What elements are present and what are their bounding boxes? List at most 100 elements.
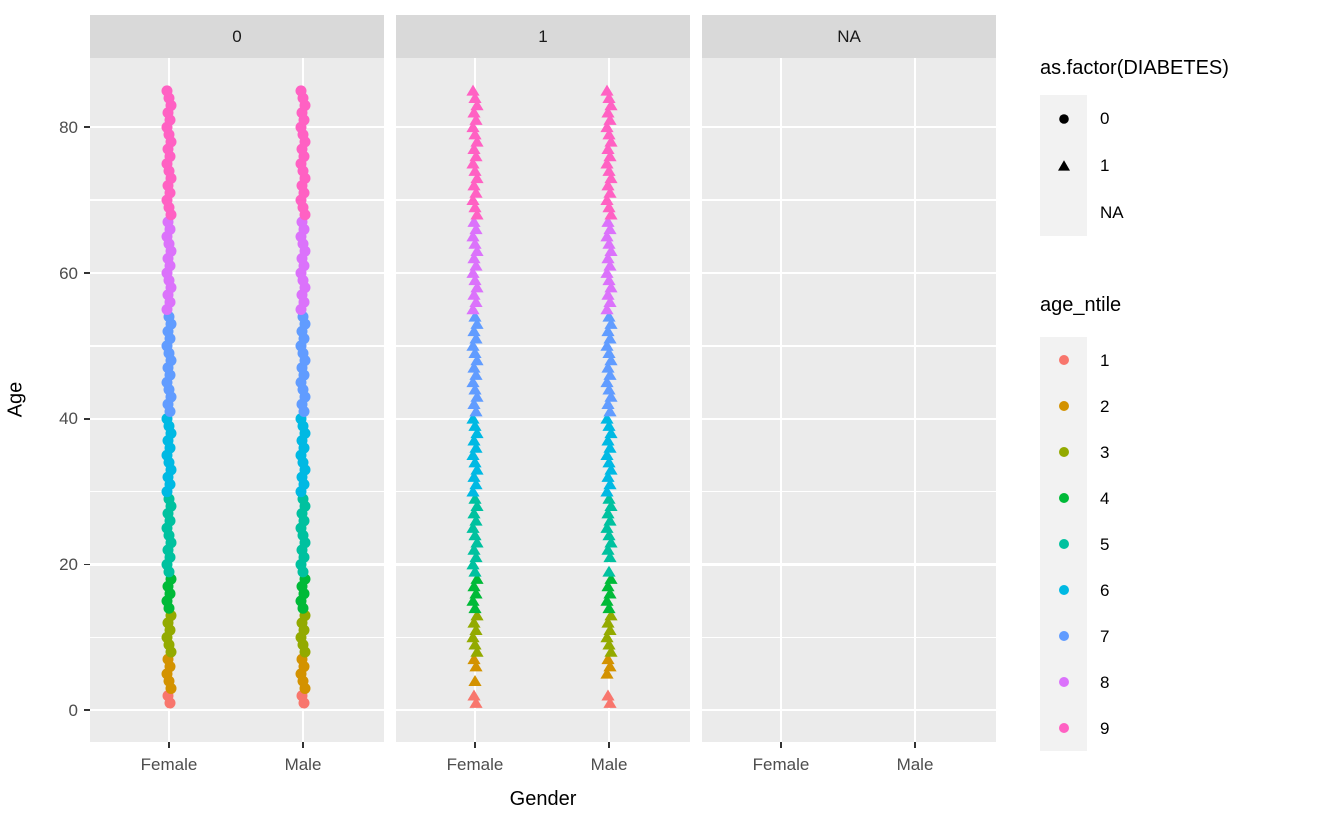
data-point (602, 128, 616, 140)
data-point (602, 602, 616, 614)
x-tick-0-male (302, 742, 304, 748)
diabetes-legend-key-NA (1040, 189, 1087, 236)
data-point (470, 244, 484, 256)
gridline-minor-y30 (396, 490, 690, 493)
y-tick-40 (84, 417, 90, 420)
gridline-major-y40 (396, 417, 690, 420)
data-point (466, 521, 480, 533)
age-ntile-legend-label-1: 1 (1100, 350, 1110, 370)
data-point (468, 383, 482, 395)
data-point (604, 99, 618, 111)
color-dot-icon (1058, 493, 1069, 503)
data-point (470, 135, 484, 147)
data-point (466, 412, 480, 424)
data-point (603, 296, 617, 307)
data-point (600, 230, 614, 242)
age-ntile-legend-label-6: 6 (1100, 580, 1110, 600)
data-point (466, 303, 480, 315)
gridline-minor-y30 (702, 490, 996, 493)
data-point (600, 412, 614, 424)
x-tick-0-female (168, 742, 170, 748)
data-point (600, 157, 614, 169)
data-point (466, 230, 480, 242)
data-point (603, 368, 617, 380)
data-point (604, 281, 618, 293)
data-point (603, 478, 617, 490)
data-point (470, 572, 484, 584)
color-dot-icon (1058, 355, 1069, 365)
diabetes-legend-key-1 (1040, 142, 1087, 189)
y-tick-60 (84, 272, 90, 274)
color-dot-icon (1058, 677, 1069, 687)
data-point (603, 332, 617, 344)
data-point (603, 113, 617, 125)
data-point (470, 354, 484, 366)
data-point (469, 514, 483, 526)
age-ntile-legend-title: age_ntile (1040, 294, 1122, 316)
x-tick-label-1-male: Male (590, 755, 628, 774)
data-point (470, 172, 484, 184)
data-point (603, 623, 617, 635)
gridline-minor-y70 (702, 199, 996, 201)
gridline-major-x-male (913, 58, 917, 742)
data-point (604, 244, 618, 256)
data-point (470, 609, 484, 621)
data-point (602, 237, 616, 249)
data-point (604, 500, 618, 512)
data-point (603, 441, 617, 453)
data-point (601, 361, 615, 373)
gridline-minor-y10 (702, 636, 996, 639)
data-point (603, 587, 617, 599)
data-point (604, 390, 618, 402)
data-point (468, 91, 482, 103)
x-tick-1-female (474, 742, 476, 748)
x-axis-title: Gender (509, 788, 577, 810)
gridline-major-y0 (702, 709, 996, 712)
data-point (601, 215, 615, 227)
data-point (467, 106, 481, 118)
gridline-major-y60 (396, 271, 690, 275)
x-tick-label-1-female: Female (446, 755, 504, 774)
data-point (468, 456, 482, 468)
data-point (467, 179, 481, 191)
data-point (466, 84, 480, 96)
data-point (602, 529, 616, 541)
gridline-minor-y10 (396, 636, 690, 639)
data-point (469, 296, 483, 307)
gridline-major-y0 (90, 709, 384, 712)
age-ntile-legend-key-7 (1040, 613, 1087, 659)
data-point (466, 266, 480, 278)
gridline-major-y40 (90, 417, 384, 420)
diabetes-legend-label-0: 0 (1100, 109, 1110, 128)
age-ntile-legend-key-1 (1040, 337, 1087, 383)
y-tick-label-20: 20 (59, 555, 78, 575)
gridline-major-y40 (702, 417, 996, 420)
data-point (603, 405, 617, 417)
facet-strip-1: 1 (396, 15, 690, 58)
data-point (600, 121, 614, 133)
data-point (601, 398, 615, 410)
gridline-major-y20 (396, 563, 690, 566)
data-point (467, 398, 481, 410)
data-point (469, 478, 483, 490)
data-point (467, 507, 481, 519)
data-point (603, 696, 617, 708)
data-point (468, 274, 482, 286)
data-point (469, 332, 483, 344)
data-point (466, 157, 480, 169)
points-facet1-female (466, 84, 484, 708)
data-point (601, 434, 615, 446)
data-point (467, 142, 481, 154)
age-ntile-legend-label-3: 3 (1100, 442, 1110, 462)
x-tick-1-male (608, 742, 610, 748)
data-point (600, 376, 614, 388)
points-facet0-female (161, 85, 177, 709)
age-ntile-legend-label-5: 5 (1100, 534, 1110, 554)
facet-strip-0: 0 (90, 15, 384, 58)
data-point (468, 674, 482, 686)
data-point (469, 660, 483, 672)
data-point (469, 186, 483, 198)
data-point (602, 201, 616, 213)
data-point (161, 85, 173, 97)
